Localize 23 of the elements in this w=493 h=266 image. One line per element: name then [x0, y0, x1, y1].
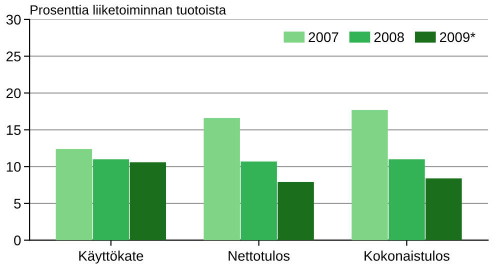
bar	[426, 178, 462, 240]
x-tick-label: Käyttökate	[79, 250, 144, 264]
y-tick-label: 30	[6, 14, 21, 25]
bar	[204, 118, 240, 240]
y-tick-label: 5	[14, 198, 21, 209]
y-tick-label: 25	[6, 52, 21, 62]
bar	[352, 110, 388, 240]
y-tick-label: 20	[6, 88, 21, 98]
y-tick-label: 15	[6, 125, 21, 135]
bar	[130, 162, 166, 240]
legend-label: 2009*	[440, 32, 476, 42]
bar	[92, 159, 130, 240]
bar	[56, 148, 92, 240]
bar	[240, 161, 277, 240]
x-tick-label: Nettotulos	[228, 250, 290, 261]
y-tick-label: 10	[6, 162, 21, 172]
legend-label: 2007	[308, 32, 338, 42]
bar	[278, 182, 314, 240]
x-tick-label: Kokonaistulos	[364, 250, 450, 261]
bar	[388, 159, 425, 240]
legend-label: 2008	[374, 32, 404, 42]
y-axis-title: Prosenttia liiketoiminnan tuotoista	[30, 4, 226, 15]
y-tick-label: 0	[14, 236, 21, 246]
